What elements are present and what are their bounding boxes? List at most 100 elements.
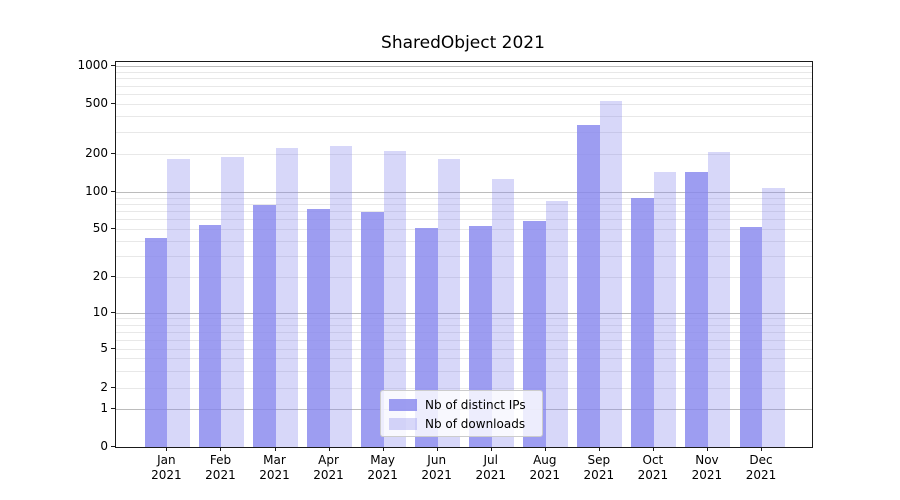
gridline-minor — [116, 131, 812, 133]
gridline-major — [116, 192, 812, 193]
bar-downloads-jul — [491, 179, 515, 447]
gridline-minor — [116, 78, 812, 80]
bar-downloads-oct — [653, 171, 677, 447]
y-tick-mark — [111, 348, 115, 349]
y-tick-label: 100 — [85, 184, 108, 198]
x-tick-label: Dec 2021 — [745, 453, 777, 482]
gridline-major — [116, 66, 812, 67]
gridline-minor — [116, 339, 812, 341]
y-tick-label: 200 — [85, 146, 108, 160]
y-tick-label: 1000 — [77, 58, 108, 72]
bar-downloads-may — [383, 151, 407, 447]
bar-distinct-ips-mar — [253, 205, 276, 447]
gridline-minor — [116, 116, 812, 118]
x-tick-label: Apr 2021 — [313, 453, 344, 482]
gridline-minor — [116, 85, 812, 87]
legend-item: Nb of distinct IPs — [389, 396, 534, 413]
bar-distinct-ips-jan — [144, 238, 168, 447]
x-tick-label: Aug 2021 — [529, 453, 561, 482]
gridline-minor — [116, 197, 812, 199]
bar-distinct-ips-may — [361, 211, 384, 447]
x-tick-mark — [652, 447, 654, 451]
bar-downloads-feb — [221, 156, 244, 447]
y-tick-mark — [111, 276, 115, 277]
x-tick-mark — [382, 447, 384, 451]
bar-distinct-ips-oct — [631, 198, 654, 447]
x-tick-mark — [436, 447, 438, 451]
gridline-minor — [116, 277, 812, 278]
bar-downloads-jan — [167, 158, 190, 447]
bar-distinct-ips-sep — [577, 125, 600, 447]
legend-label: Nb of distinct IPs — [425, 397, 526, 412]
legend-item: Nb of downloads — [389, 415, 534, 432]
x-tick-label: May 2021 — [367, 453, 398, 482]
gridline-minor — [116, 219, 812, 221]
y-tick-mark — [111, 103, 115, 104]
bar-distinct-ips-nov — [685, 172, 708, 447]
bar-downloads-dec — [762, 188, 785, 447]
bar-downloads-mar — [275, 148, 298, 447]
bar-downloads-apr — [329, 146, 353, 447]
y-tick-mark — [111, 312, 115, 313]
gridline-minor — [116, 71, 812, 73]
y-tick-label: 2 — [100, 380, 108, 394]
y-tick-mark — [111, 446, 115, 447]
x-tick-mark — [328, 447, 330, 451]
bar-distinct-ips-feb — [198, 224, 222, 447]
bar-distinct-ips-apr — [307, 208, 330, 447]
gridline-minor — [116, 104, 812, 105]
gridline-minor — [116, 240, 812, 242]
legend-swatch-downloads — [389, 417, 417, 430]
y-tick-mark — [111, 228, 115, 229]
x-tick-mark — [544, 447, 546, 451]
legend-label: Nb of downloads — [425, 416, 526, 431]
bar-distinct-ips-dec — [739, 226, 762, 447]
gridline-minor — [116, 370, 812, 372]
x-tick-mark — [274, 447, 276, 451]
x-tick-mark — [166, 447, 168, 451]
y-tick-label: 20 — [92, 269, 108, 283]
legend: Nb of distinct IPs Nb of downloads — [380, 390, 543, 437]
x-tick-label: Jul 2021 — [475, 453, 506, 482]
y-tick-mark — [111, 65, 115, 66]
y-tick-label: 10 — [92, 305, 108, 319]
gridline-minor — [116, 229, 812, 230]
x-tick-mark — [761, 447, 762, 451]
gridline-minor — [116, 154, 812, 155]
gridline-minor — [116, 94, 812, 95]
bar-downloads-aug — [545, 201, 569, 447]
y-tick-mark — [111, 387, 115, 388]
x-tick-label: Mar 2021 — [259, 453, 290, 482]
x-tick-label: Nov 2021 — [691, 453, 723, 482]
y-tick-mark — [111, 191, 115, 192]
y-tick-label: 5 — [100, 341, 108, 355]
x-tick-label: Oct 2021 — [637, 453, 669, 482]
y-tick-label: 50 — [92, 221, 108, 235]
gridline-major — [116, 313, 812, 314]
y-tick-label: 1 — [100, 401, 108, 415]
legend-swatch-distinct-ips — [389, 398, 417, 411]
x-tick-label: Sep 2021 — [583, 453, 615, 482]
y-tick-mark — [111, 153, 115, 154]
gridline-minor — [116, 331, 812, 333]
gridline-minor — [116, 255, 812, 257]
gridline-minor — [116, 358, 812, 360]
x-tick-mark — [598, 447, 600, 451]
x-tick-mark — [706, 447, 708, 451]
gridline-minor — [116, 388, 812, 389]
gridline-minor — [116, 318, 812, 320]
gridline-minor — [116, 211, 812, 213]
y-tick-label: 500 — [85, 96, 108, 110]
x-tick-mark — [220, 447, 222, 451]
y-tick-mark — [111, 408, 115, 409]
bar-downloads-sep — [599, 100, 623, 447]
gridline-minor — [116, 349, 812, 350]
chart-title: SharedObject 2021 — [381, 33, 545, 53]
x-tick-label: Jan 2021 — [151, 453, 182, 482]
x-tick-label: Feb 2021 — [205, 453, 236, 482]
y-tick-label: 0 — [100, 439, 108, 453]
bar-downloads-nov — [707, 151, 731, 447]
bar-downloads-jun — [437, 158, 461, 447]
gridline-minor — [116, 324, 812, 326]
